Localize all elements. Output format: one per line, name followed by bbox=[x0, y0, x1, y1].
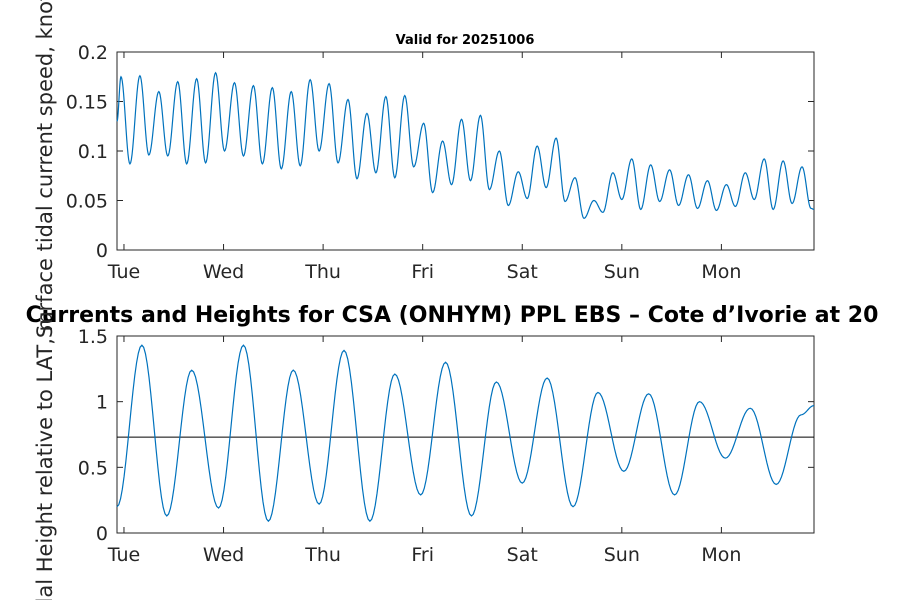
height-x-tick-label: Mon bbox=[701, 544, 741, 566]
height-x-tick-label: Sun bbox=[604, 544, 640, 566]
speed-x-tick-label: Wed bbox=[203, 261, 244, 283]
height-x-tick-label: Wed bbox=[203, 544, 244, 566]
speed-x-axis: Tue Wed Thu Fri Sat Sun Mon bbox=[107, 52, 741, 283]
height-y-axis: 0 0.5 1 1.5 bbox=[78, 326, 814, 545]
height-x-axis: Tue Wed Thu Fri Sat Sun Mon bbox=[107, 336, 741, 566]
speed-y-tick-label: 0.15 bbox=[66, 92, 108, 114]
speed-chart-title: Valid for 20251006 bbox=[396, 33, 535, 48]
height-x-tick-label: Sat bbox=[507, 544, 538, 566]
speed-series-line bbox=[116, 71, 815, 219]
speed-y-axis-label: Surface tidal current speed, knots bbox=[33, 0, 57, 338]
speed-x-tick-label: Fri bbox=[411, 261, 434, 283]
speed-x-tick-label: Sat bbox=[507, 261, 538, 283]
height-x-tick-label: Fri bbox=[411, 544, 434, 566]
height-x-tick-label: Tue bbox=[107, 544, 140, 566]
speed-y-tick-label: 0.05 bbox=[66, 191, 108, 213]
speed-y-tick-label: 0 bbox=[96, 240, 108, 262]
speed-x-tick-label: Thu bbox=[304, 261, 341, 283]
speed-y-tick-label: 0.1 bbox=[78, 141, 108, 163]
height-y-tick-label: 1.5 bbox=[78, 326, 108, 348]
speed-x-tick-label: Sun bbox=[604, 261, 640, 283]
height-y-tick-label: 0.5 bbox=[78, 457, 108, 479]
speed-x-tick-label: Tue bbox=[107, 261, 140, 283]
speed-x-tick-label: Mon bbox=[701, 261, 741, 283]
height-series-line bbox=[116, 344, 815, 523]
speed-y-axis: 0 0.05 0.1 0.15 0.2 bbox=[66, 42, 814, 262]
height-y-tick-label: 1 bbox=[96, 392, 108, 414]
height-plot-area bbox=[116, 335, 815, 534]
speed-y-tick-label: 0.2 bbox=[78, 42, 108, 64]
main-chart-title: Currents and Heights for CSA (ONHYM) PPL… bbox=[26, 303, 879, 328]
height-y-axis-label: Tidal Height relative to LAT, m bbox=[33, 311, 57, 600]
height-y-tick-label: 0 bbox=[96, 523, 108, 545]
height-x-tick-label: Thu bbox=[304, 544, 341, 566]
